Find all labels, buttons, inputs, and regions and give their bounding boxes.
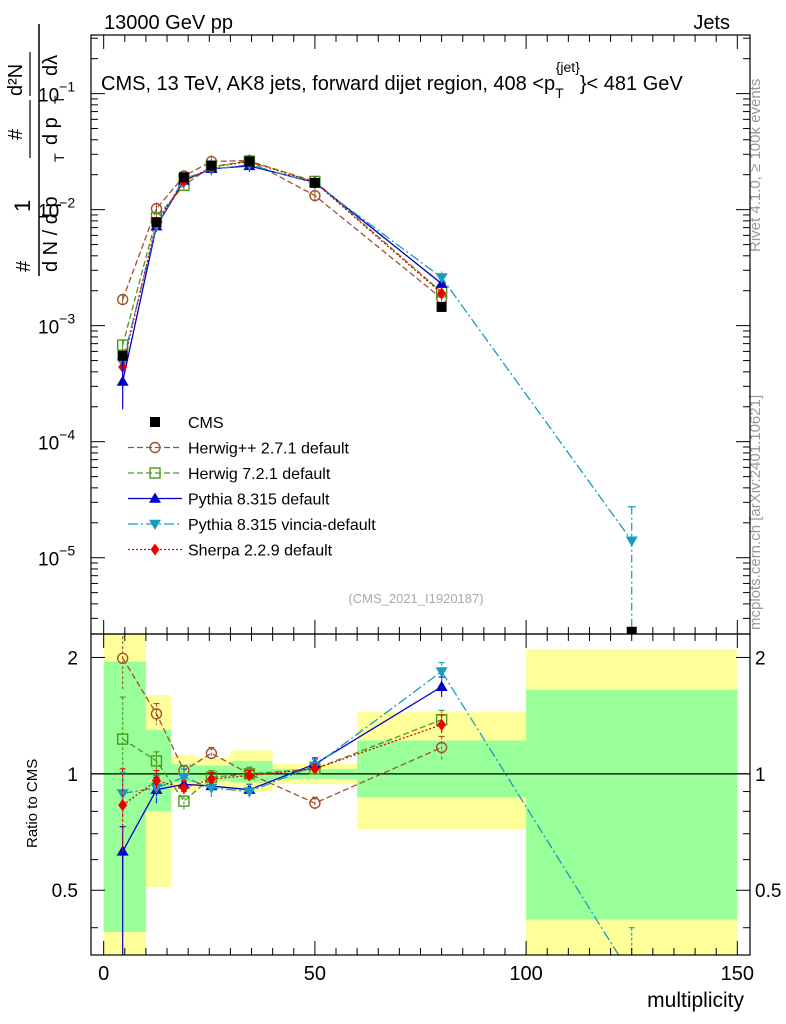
mcplots-label: mcplots.cern.ch [arXiv:2401.10621] xyxy=(747,395,764,630)
ratio-y-label: Ratio to CMS xyxy=(24,759,41,848)
x-tick-label-3: 150 xyxy=(721,963,754,985)
ratio-4-point-3 xyxy=(206,772,216,785)
y-label-dn-dpt: d N / d p xyxy=(40,196,62,272)
x-axis-label: multiplicity xyxy=(647,989,744,1012)
ratio-0-point-5 xyxy=(309,797,321,809)
ratio-1-point-0 xyxy=(116,733,129,745)
data-point-6 xyxy=(436,301,447,312)
ratio-0-point-0 xyxy=(116,652,129,665)
data-point-1 xyxy=(151,217,162,228)
ratio-tick-label-left-1: 1 xyxy=(67,765,78,786)
ratio-4-point-6 xyxy=(437,718,447,731)
legend-marker-3 xyxy=(149,492,161,503)
title-sup: {jet} xyxy=(556,59,580,75)
x-tick-label-1: 50 xyxy=(304,963,326,985)
y-label-t2: T xyxy=(51,95,67,104)
data-point-0 xyxy=(117,350,128,361)
legend-label-1: Herwig++ 2.7.1 default xyxy=(188,441,350,458)
header-right: Jets xyxy=(693,12,730,34)
y-tick-label-0: 10−1 xyxy=(38,79,75,107)
legend-marker-1 xyxy=(149,441,161,454)
ratio-3-point-2 xyxy=(177,773,190,784)
y-label-t1: T xyxy=(51,153,67,162)
legend-label-5: Sherpa 2.2.9 default xyxy=(188,543,333,560)
ratio-4-point-2 xyxy=(179,781,189,794)
ratio-tick-label-right-2: 0.5 xyxy=(755,881,781,902)
x-tick-label-2: 100 xyxy=(509,963,542,985)
y-axis-label: # 1 d N / d p T # d p T d²N dλ xyxy=(5,24,67,276)
legend-label-0: CMS xyxy=(188,415,224,432)
series-1-point-0 xyxy=(116,339,129,351)
chart-title: CMS, 13 TeV, AK8 jets, forward dijet reg… xyxy=(101,59,683,101)
ratio-3-point-4 xyxy=(243,787,256,798)
data-point-5 xyxy=(309,177,320,188)
y-label-hash-2: # xyxy=(5,128,27,140)
y-tick-label-exp-3: −4 xyxy=(59,427,75,443)
ratio-3-point-3 xyxy=(205,783,218,794)
data-point-3 xyxy=(206,160,217,171)
legend-marker-2 xyxy=(149,467,161,479)
y-tick-label-exp-1: −2 xyxy=(59,195,75,211)
legend: CMS Herwig++ 2.7.1 default Herwig 7.2.1 de… xyxy=(128,415,376,560)
legend-label-4: Pythia 8.315 vincia-default xyxy=(188,517,376,534)
legend-label-3: Pythia 8.315 default xyxy=(188,492,330,509)
x-tick-label-0: 0 xyxy=(98,963,109,985)
ratio-3-point-7 xyxy=(626,972,638,982)
legend-marker-0 xyxy=(150,417,160,427)
series-0-point-5 xyxy=(309,189,321,202)
y-tick-label-2: 10−3 xyxy=(38,311,75,339)
ratio-3-point-1 xyxy=(150,783,163,794)
y-tick-label-exp-4: −5 xyxy=(59,543,75,559)
ratio-tick-label-left-0: 2 xyxy=(67,648,78,669)
ratio-3-point-6 xyxy=(435,667,448,678)
series-line-3 xyxy=(122,163,633,542)
y-tick-label-4: 10−5 xyxy=(38,543,75,571)
y-label-hash-1: # xyxy=(13,260,35,272)
y-tick-label-exp-0: −1 xyxy=(59,79,75,95)
watermark: (CMS_2021_I1920187) xyxy=(348,591,483,606)
ratio-band-green-4 xyxy=(230,760,273,783)
legend-label-2: Herwig 7.2.1 default xyxy=(188,466,331,483)
data-point-2 xyxy=(178,172,189,183)
ratio-2-point-6 xyxy=(435,680,448,691)
series-0-point-0 xyxy=(116,293,129,306)
series-line-2 xyxy=(122,165,443,382)
legend-marker-5 xyxy=(150,543,160,556)
y-label-d2n: d²N xyxy=(5,64,27,96)
ratio-line-3 xyxy=(122,670,620,955)
title-post: }< 481 GeV xyxy=(580,73,684,95)
ratio-tick-label-right-0: 2 xyxy=(755,648,766,669)
series-4-point-6 xyxy=(437,287,447,300)
ratio-1-point-1 xyxy=(150,755,163,767)
ratio-tick-label-right-1: 1 xyxy=(755,765,766,786)
series-3-point-6 xyxy=(435,273,448,284)
y-label-dlambda: dλ xyxy=(40,55,62,76)
ratio-band-green-6 xyxy=(357,740,527,798)
ratio-1-point-2 xyxy=(178,795,190,807)
ratio-tick-label-left-2: 0.5 xyxy=(52,881,78,902)
series-line-1 xyxy=(122,160,443,346)
y-tick-label-exp-2: −3 xyxy=(59,311,75,327)
title-pre: CMS, 13 TeV, AK8 jets, forward dijet reg… xyxy=(101,73,555,95)
legend-marker-4 xyxy=(149,519,161,530)
title-sub: T xyxy=(555,85,564,101)
ratio-0-point-3 xyxy=(205,747,218,760)
header-left: 13000 GeV pp xyxy=(104,12,233,34)
ratio-4-point-5 xyxy=(310,762,320,775)
ratio-0-point-6 xyxy=(435,741,448,754)
y-label-one: 1 xyxy=(10,200,35,212)
ratio-0-point-1 xyxy=(150,708,163,720)
y-label-dpt: d p xyxy=(40,117,62,145)
data-point-4 xyxy=(244,156,255,167)
ratio-band-green-7 xyxy=(526,689,738,920)
ratio-4-point-0 xyxy=(118,799,128,812)
rivet-label: Rivet 4.1.0, ≥ 100k events xyxy=(747,79,764,252)
series-line-0 xyxy=(122,159,443,300)
y-tick-label-3: 10−4 xyxy=(38,427,75,455)
ratio-band-green-0 xyxy=(103,661,146,932)
ratio-4-point-1 xyxy=(151,774,161,787)
ratio-4-point-4 xyxy=(244,769,254,782)
